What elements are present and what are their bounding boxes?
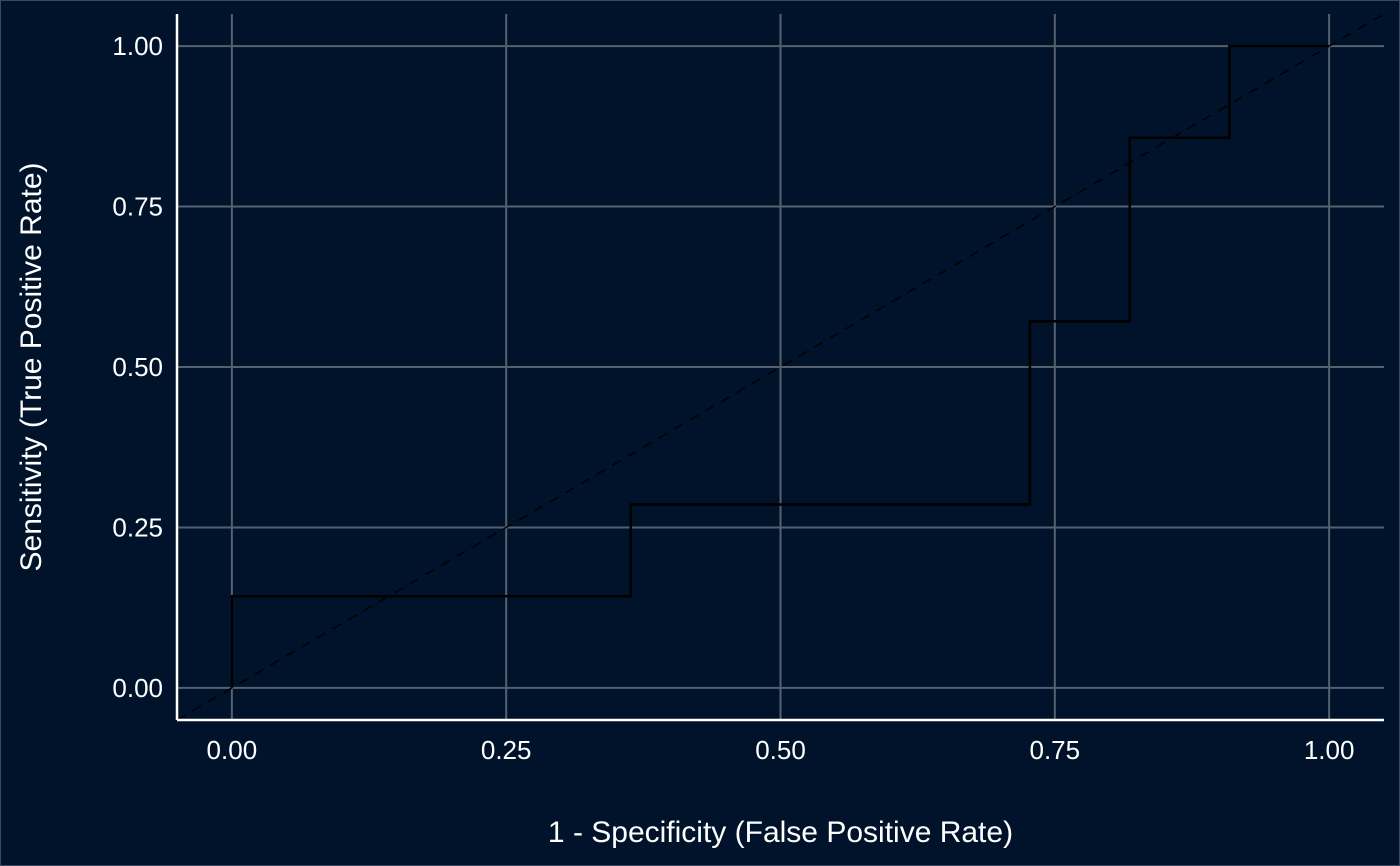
x-tick-labels: 0.00 0.25 0.50 0.75 1.00 <box>207 735 1355 765</box>
y-tick-label: 1.00 <box>112 31 163 61</box>
y-axis-title: Sensitivity (True Positive Rate) <box>15 162 48 571</box>
x-tick-label: 0.25 <box>481 735 532 765</box>
y-tick-label: 0.00 <box>112 673 163 703</box>
y-tick-labels: 0.00 0.25 0.50 0.75 1.00 <box>112 31 163 703</box>
x-tick-label: 0.75 <box>1030 735 1081 765</box>
y-tick-label: 0.25 <box>112 512 163 542</box>
roc-curve <box>230 44 1330 688</box>
x-tick-label: 0.50 <box>755 735 806 765</box>
x-tick-label: 1.00 <box>1304 735 1355 765</box>
x-axis-title: 1 - Specificity (False Positive Rate) <box>548 816 1013 849</box>
y-tick-label: 0.75 <box>112 192 163 222</box>
y-gridlines <box>177 45 1384 689</box>
y-tick-label: 0.50 <box>112 352 163 382</box>
x-tick-label: 0.00 <box>207 735 258 765</box>
